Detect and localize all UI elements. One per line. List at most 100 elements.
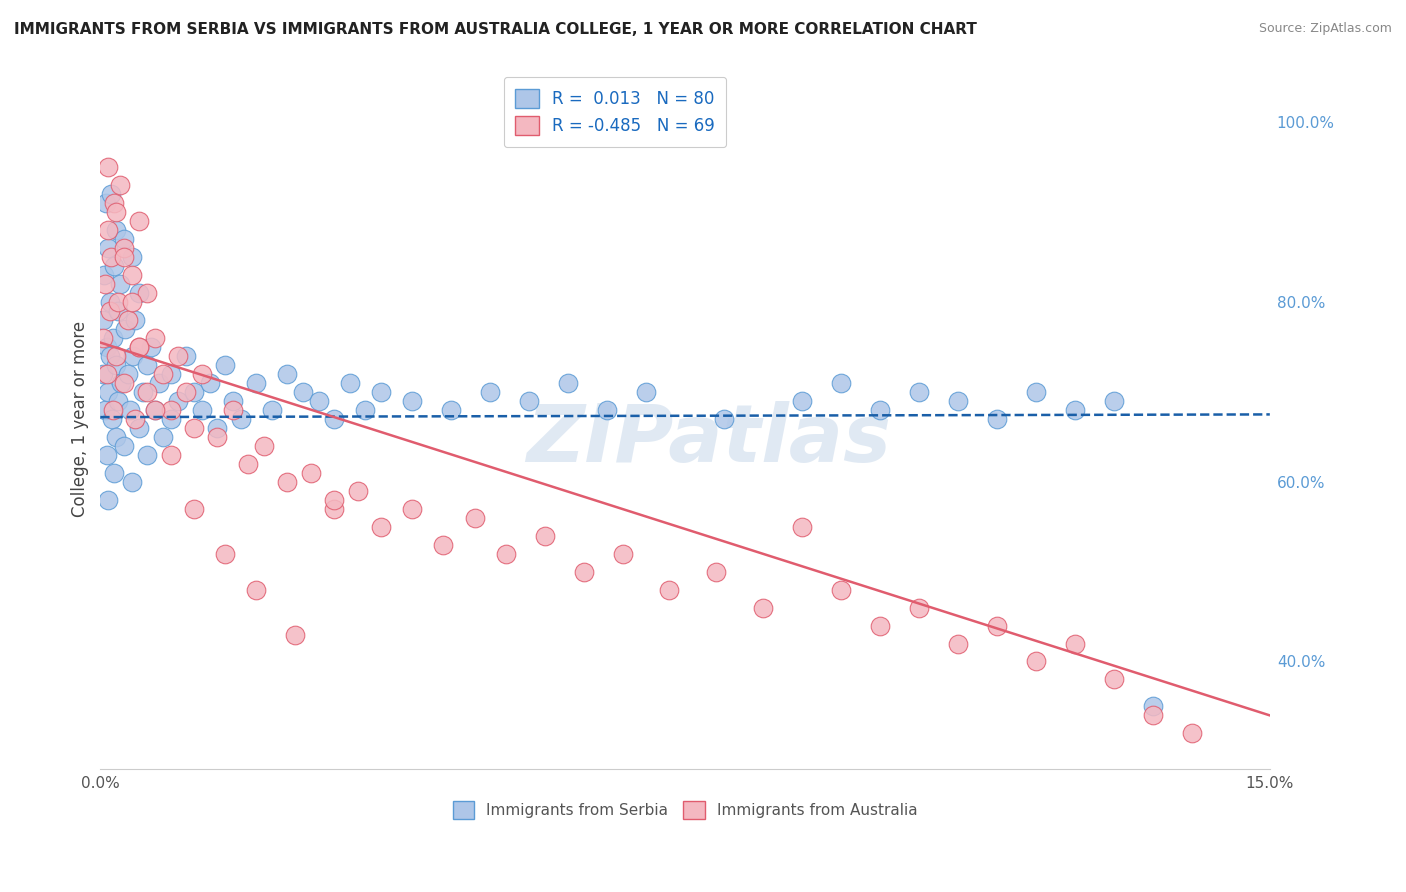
Point — [946, 393, 969, 408]
Point — [946, 636, 969, 650]
Point — [104, 430, 127, 444]
Point — [253, 439, 276, 453]
Point — [440, 403, 463, 417]
Point — [136, 286, 159, 301]
Point — [260, 403, 283, 417]
Point — [100, 349, 122, 363]
Point — [339, 376, 361, 390]
Point — [790, 393, 813, 408]
Point — [104, 358, 127, 372]
Point — [401, 501, 423, 516]
Point — [104, 223, 127, 237]
Point — [517, 393, 540, 408]
Point — [238, 457, 260, 471]
Point — [103, 259, 125, 273]
Point — [276, 475, 298, 489]
Point — [986, 412, 1008, 426]
Point — [112, 241, 135, 255]
Point — [636, 384, 658, 399]
Point — [830, 376, 852, 390]
Point — [1102, 393, 1125, 408]
Point — [143, 403, 166, 417]
Point — [139, 340, 162, 354]
Point — [112, 439, 135, 453]
Point — [108, 178, 131, 193]
Point — [790, 519, 813, 533]
Point — [101, 331, 124, 345]
Point — [101, 403, 124, 417]
Point — [276, 367, 298, 381]
Point — [121, 475, 143, 489]
Point — [308, 393, 330, 408]
Point — [101, 412, 124, 426]
Point — [110, 376, 132, 390]
Point — [121, 268, 143, 282]
Point — [96, 448, 118, 462]
Point — [183, 384, 205, 399]
Point — [183, 421, 205, 435]
Point — [107, 304, 129, 318]
Point — [107, 393, 129, 408]
Point — [464, 510, 486, 524]
Point — [370, 384, 392, 399]
Point — [1142, 708, 1164, 723]
Point — [128, 340, 150, 354]
Point — [98, 295, 121, 310]
Point — [1142, 699, 1164, 714]
Point — [198, 376, 221, 390]
Point — [323, 412, 346, 426]
Legend: Immigrants from Serbia, Immigrants from Australia: Immigrants from Serbia, Immigrants from … — [447, 795, 924, 825]
Point — [104, 205, 127, 219]
Point — [136, 358, 159, 372]
Point — [128, 214, 150, 228]
Point — [1181, 726, 1204, 740]
Point — [704, 565, 727, 579]
Point — [1102, 673, 1125, 687]
Point — [596, 403, 619, 417]
Point — [117, 313, 139, 327]
Text: Source: ZipAtlas.com: Source: ZipAtlas.com — [1258, 22, 1392, 36]
Point — [346, 483, 368, 498]
Point — [214, 547, 236, 561]
Point — [96, 367, 118, 381]
Point — [292, 384, 315, 399]
Point — [908, 600, 931, 615]
Point — [94, 403, 117, 417]
Point — [128, 286, 150, 301]
Point — [143, 403, 166, 417]
Point — [112, 250, 135, 264]
Point — [148, 376, 170, 390]
Point — [174, 349, 197, 363]
Point — [97, 492, 120, 507]
Point — [128, 421, 150, 435]
Point — [479, 384, 502, 399]
Point — [97, 223, 120, 237]
Point — [752, 600, 775, 615]
Point — [323, 501, 346, 516]
Point — [159, 367, 181, 381]
Point — [557, 376, 579, 390]
Point — [1064, 403, 1087, 417]
Point — [94, 196, 117, 211]
Point — [370, 519, 392, 533]
Point — [354, 403, 377, 417]
Point — [122, 349, 145, 363]
Point — [98, 304, 121, 318]
Point — [104, 349, 127, 363]
Point — [222, 403, 245, 417]
Point — [229, 412, 252, 426]
Point — [152, 430, 174, 444]
Point — [222, 393, 245, 408]
Point — [1064, 636, 1087, 650]
Point — [97, 241, 120, 255]
Point — [830, 582, 852, 597]
Point — [93, 331, 115, 345]
Point — [869, 403, 891, 417]
Point — [97, 161, 120, 175]
Point — [100, 250, 122, 264]
Point — [121, 295, 143, 310]
Point — [159, 412, 181, 426]
Point — [299, 466, 322, 480]
Point — [103, 466, 125, 480]
Point — [284, 627, 307, 641]
